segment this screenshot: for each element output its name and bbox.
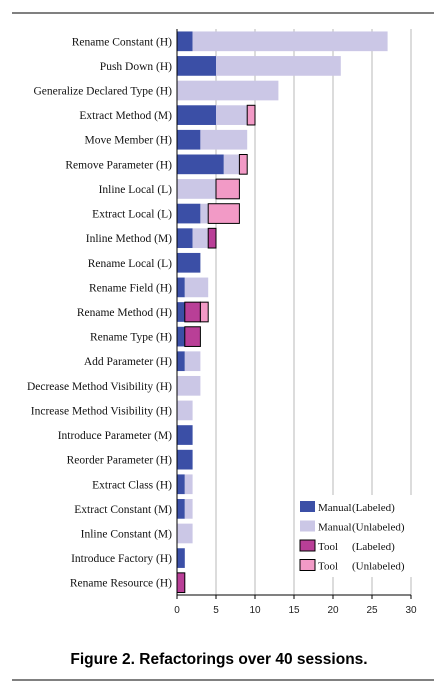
bar-segment [177, 105, 216, 125]
x-tick-label: 20 [327, 605, 339, 616]
category-label: Extract Method (M) [79, 110, 172, 122]
bar-segment [177, 523, 193, 544]
category-label: Reorder Parameter (H) [67, 455, 173, 467]
category-label: Rename Field (H) [89, 282, 172, 294]
category-label: Add Parameter (H) [84, 356, 172, 368]
legend-label-qualifier: (Labeled) [352, 502, 395, 514]
legend-swatch [299, 539, 316, 552]
legend-label: Manual [318, 522, 352, 534]
bar-segment [177, 302, 185, 322]
category-label: Introduce Parameter (M) [58, 430, 172, 442]
bar-segment [216, 105, 248, 125]
category-label: Push Down (H) [100, 61, 172, 73]
bar-segment [246, 104, 256, 126]
bar-segment [177, 228, 193, 249]
bar-segment [177, 80, 279, 101]
category-label: Rename Local (L) [88, 258, 172, 270]
bar-segment [177, 56, 216, 76]
bar-segment [177, 179, 216, 199]
x-tick-label: 15 [288, 605, 300, 616]
x-tick-label: 0 [174, 605, 180, 616]
bar-segment [200, 203, 209, 224]
bar-segment [199, 301, 209, 323]
bar-segment [207, 227, 217, 249]
bar-segment [238, 154, 248, 175]
bar-segment [177, 252, 201, 273]
legend-box [296, 495, 414, 577]
figure-caption: Figure 2. Refactorings over 40 sessions. [70, 651, 367, 668]
legend-swatch [300, 501, 315, 512]
legend-label-qualifier: (Unlabeled) [352, 522, 405, 534]
bar-segment [177, 154, 224, 175]
category-label: Remove Parameter (H) [65, 159, 172, 171]
bar-segment [215, 178, 240, 200]
category-label: Rename Resource (H) [70, 578, 172, 590]
x-tick-label: 5 [213, 605, 219, 616]
x-tick-label: 30 [405, 605, 417, 616]
bar-segment [184, 499, 193, 519]
category-label: Inline Constant (M) [81, 528, 173, 540]
category-label: Introduce Factory (H) [71, 553, 172, 565]
category-label: Extract Constant (M) [74, 504, 172, 516]
category-label: Inline Local (L) [99, 184, 173, 196]
legend-label: Manual [318, 502, 352, 514]
bar-segment [177, 548, 185, 568]
legend-swatch [300, 520, 315, 532]
category-label: Decrease Method Visibility (H) [27, 381, 172, 393]
bar-segment [184, 351, 201, 372]
legend: Manual (Labeled)Manual (Unlabeled)Tool (Lab… [296, 495, 414, 577]
bar-segment [192, 31, 388, 52]
category-label: Generalize Declared Type (H) [34, 86, 173, 98]
category-label: Extract Local (L) [92, 209, 172, 221]
bar-segment [223, 154, 240, 175]
bar-segment [207, 203, 240, 224]
legend-label-qualifier: (Unlabeled) [352, 561, 405, 573]
category-label: Increase Method Visibility (H) [31, 405, 172, 417]
bar-segment [177, 400, 193, 421]
bar-segment [177, 499, 185, 519]
bar-segment [192, 228, 209, 249]
category-label: Rename Method (H) [77, 307, 172, 319]
category-labels: Rename Constant (H) Push Down (H) Generali… [27, 36, 172, 589]
bar-segment [177, 375, 201, 396]
bar-segment [177, 351, 185, 372]
bar-segment [216, 56, 341, 76]
x-tick-label: 25 [366, 605, 378, 616]
bar-segment [184, 301, 201, 323]
legend-swatch [299, 559, 316, 571]
bar-segment [176, 572, 186, 594]
bar-segment [184, 326, 201, 347]
bar-segment [184, 474, 193, 495]
bar-segment [177, 326, 185, 347]
legend-label: Tool [318, 561, 338, 573]
category-label: Extract Class (H) [92, 479, 172, 491]
category-label: Move Member (H) [84, 135, 172, 147]
legend-label: Tool [318, 541, 338, 553]
category-label: Rename Constant (H) [72, 36, 172, 48]
x-axis: 0 5 10 15 20 25 30 [174, 29, 417, 616]
bar-segment [177, 449, 193, 470]
bar-segment [177, 425, 193, 445]
legend-label-qualifier: (Labeled) [352, 541, 395, 553]
bar-segment [184, 277, 209, 298]
bar-segment [177, 31, 193, 52]
bars [176, 31, 388, 594]
x-tick-label: 10 [249, 605, 261, 616]
bar-segment [177, 203, 201, 224]
bar-segment [177, 129, 201, 150]
category-label: Rename Type (H) [90, 332, 172, 344]
bar-segment [177, 277, 185, 298]
bar-segment [177, 474, 185, 495]
category-label: Inline Method (M) [86, 233, 172, 245]
bar-segment [200, 129, 248, 150]
